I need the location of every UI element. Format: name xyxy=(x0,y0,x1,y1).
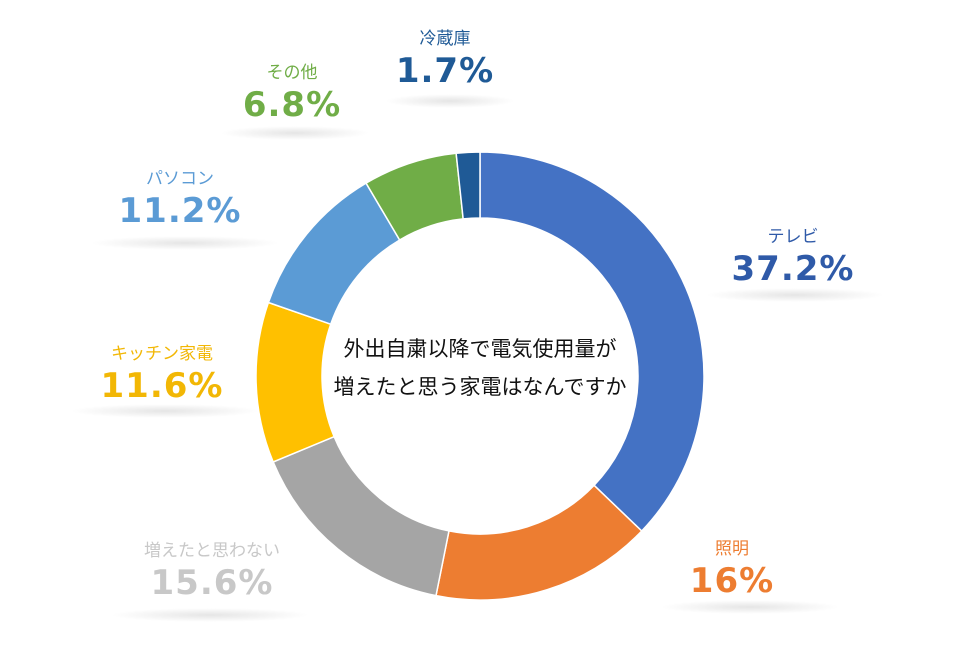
donut-slice xyxy=(455,151,481,220)
label-shadow xyxy=(385,94,515,108)
donut-slice xyxy=(479,151,705,533)
label-other: その他 6.8% xyxy=(192,62,392,126)
label-tv: テレビ 37.2% xyxy=(693,226,893,290)
slice-label-value: 16% xyxy=(689,561,775,601)
slice-label-name: 増えたと思わない xyxy=(144,541,280,561)
slice-label-name: キッチン家電 xyxy=(111,344,213,364)
slice-label-value: 11.2% xyxy=(118,191,242,231)
label-shadow xyxy=(90,236,280,250)
donut-slice xyxy=(435,484,643,601)
slice-label-name: テレビ xyxy=(767,227,819,247)
chart-title-line-1: 外出自粛以降で電気使用量が xyxy=(343,337,617,361)
slice-label-value: 37.2% xyxy=(731,249,855,289)
label-shadow xyxy=(220,126,370,140)
slice-label-name: パソコン xyxy=(146,169,214,189)
label-kitchen: キッチン家電 11.6% xyxy=(62,343,262,407)
label-not-increased: 増えたと思わない 15.6% xyxy=(112,540,312,604)
label-shadow xyxy=(110,608,310,622)
label-pc: パソコン 11.2% xyxy=(80,168,280,232)
slice-label-name: その他 xyxy=(266,63,318,83)
slice-label-name: 冷蔵庫 xyxy=(419,29,471,49)
slice-label-value: 15.6% xyxy=(150,563,274,603)
chart-title: 外出自粛以降で電気使用量が 増えたと思う家電はなんですか xyxy=(320,330,640,406)
label-shadow xyxy=(660,600,840,614)
label-shadow xyxy=(705,288,885,302)
label-lighting: 照明 16% xyxy=(632,538,832,602)
slice-label-value: 1.7% xyxy=(395,51,495,91)
chart-title-line-2: 増えたと思う家電はなんですか xyxy=(333,375,627,399)
slice-label-name: 照明 xyxy=(715,539,749,559)
label-fridge: 冷蔵庫 1.7% xyxy=(345,28,545,92)
slice-label-value: 6.8% xyxy=(242,85,342,125)
label-shadow xyxy=(70,404,260,418)
slice-label-value: 11.6% xyxy=(100,366,224,406)
